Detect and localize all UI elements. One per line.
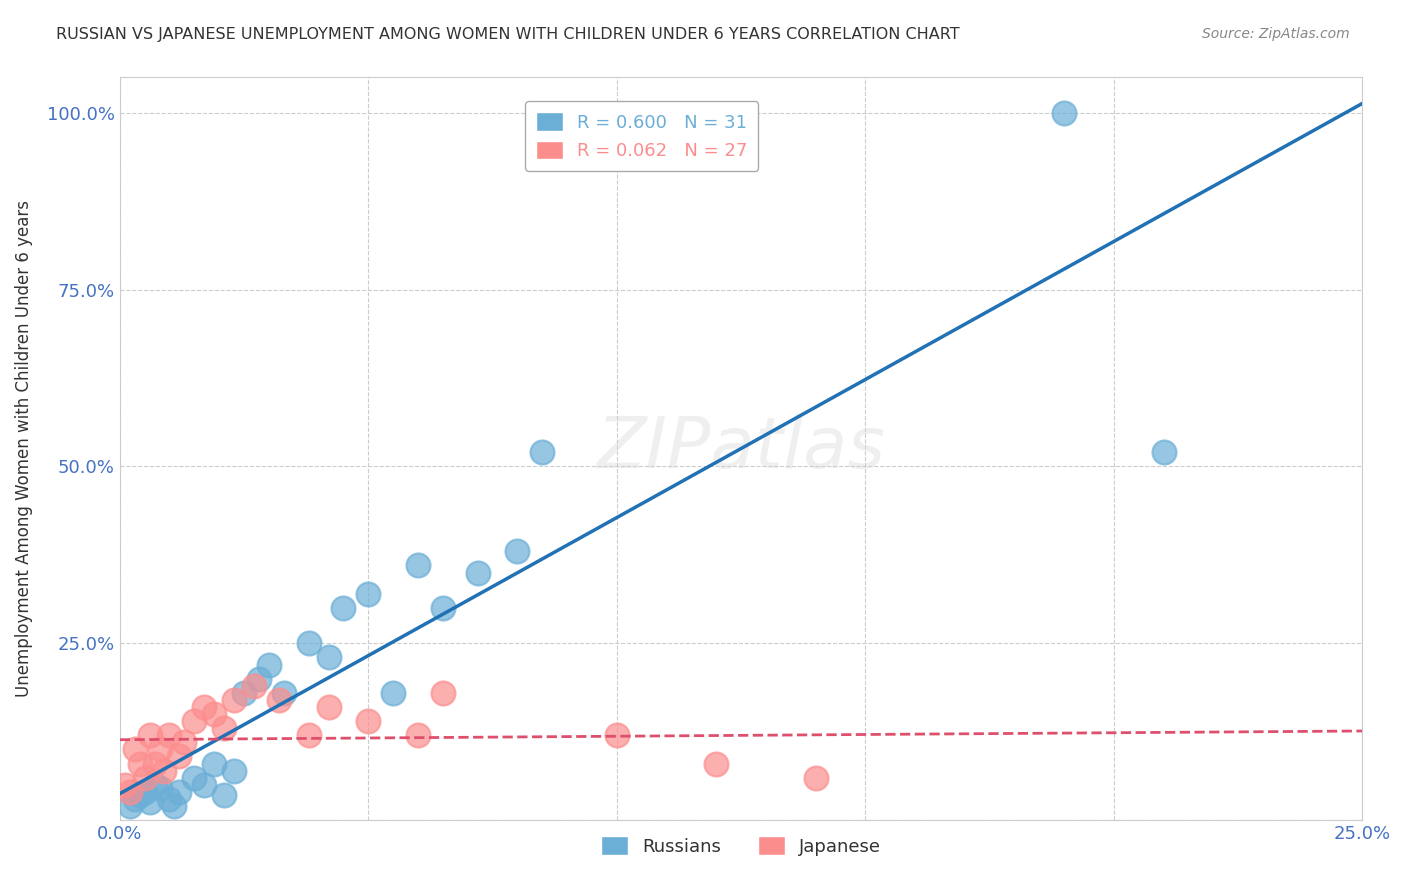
Point (169, 785, 191, 799)
Point (148, 781, 170, 796)
Legend: Russians, Japanese: Russians, Japanese (593, 830, 889, 863)
Point (273, 686, 295, 700)
Point (202, 756, 225, 771)
Point (357, 714, 380, 728)
Point (406, 558, 429, 573)
Point (118, 785, 141, 799)
Point (173, 735, 195, 749)
Text: ZIPatlas: ZIPatlas (596, 414, 886, 483)
Point (183, 714, 205, 728)
Point (332, 601, 354, 615)
Point (134, 785, 156, 799)
Point (128, 756, 150, 771)
Point (212, 789, 235, 803)
Point (193, 778, 215, 792)
Point (222, 693, 245, 707)
Point (432, 686, 454, 700)
Text: Source: ZipAtlas.com: Source: ZipAtlas.com (1202, 27, 1350, 41)
Point (247, 672, 270, 686)
Point (318, 700, 340, 714)
Point (298, 636, 321, 650)
Point (124, 742, 146, 756)
Point (298, 728, 321, 742)
Point (118, 799, 141, 814)
Point (233, 686, 256, 700)
Point (183, 771, 205, 785)
Point (193, 700, 215, 714)
Point (243, 679, 266, 693)
Point (1153, 445, 1175, 459)
Point (406, 728, 429, 742)
Text: RUSSIAN VS JAPANESE UNEMPLOYMENT AMONG WOMEN WITH CHILDREN UNDER 6 YEARS CORRELA: RUSSIAN VS JAPANESE UNEMPLOYMENT AMONG W… (56, 27, 960, 42)
Point (212, 721, 235, 735)
Point (606, 728, 628, 742)
Point (467, 566, 489, 580)
Point (202, 706, 225, 721)
Point (114, 778, 136, 792)
Point (153, 764, 176, 778)
Point (704, 756, 727, 771)
Point (382, 686, 405, 700)
Point (138, 796, 160, 810)
Point (257, 657, 280, 672)
Point (124, 792, 146, 806)
Point (148, 742, 170, 756)
Point (267, 693, 290, 707)
Point (506, 544, 529, 558)
Point (143, 778, 166, 792)
Point (222, 764, 245, 778)
Point (128, 789, 150, 803)
Point (138, 728, 160, 742)
Point (163, 799, 186, 814)
Point (357, 587, 380, 601)
Point (143, 756, 166, 771)
Point (159, 792, 181, 806)
Point (1053, 105, 1076, 120)
Point (804, 771, 827, 785)
Point (134, 771, 156, 785)
Y-axis label: Unemployment Among Women with Children Under 6 years: Unemployment Among Women with Children U… (15, 201, 32, 698)
Point (432, 601, 454, 615)
Point (531, 445, 554, 459)
Point (169, 749, 191, 764)
Point (318, 650, 340, 665)
Point (159, 728, 181, 742)
